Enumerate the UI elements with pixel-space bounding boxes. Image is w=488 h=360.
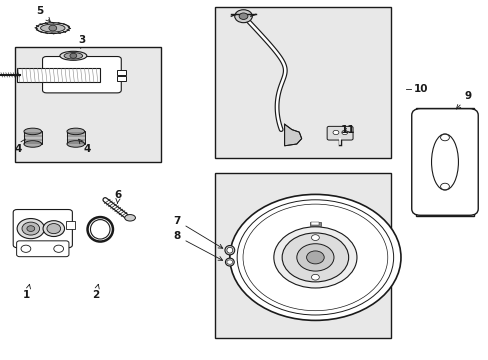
Ellipse shape [67,128,84,135]
FancyBboxPatch shape [17,241,69,257]
Bar [17,68,100,82]
Ellipse shape [224,246,234,255]
Circle shape [234,10,252,23]
Ellipse shape [430,134,458,190]
Circle shape [47,224,61,234]
Bar [24,131,41,144]
Text: 2: 2 [92,284,99,300]
Bar [215,7,390,158]
Circle shape [54,245,63,252]
Circle shape [27,226,35,231]
FancyBboxPatch shape [326,126,352,140]
Circle shape [332,130,338,135]
Circle shape [229,194,400,320]
Text: 4: 4 [79,139,91,154]
Bar [215,173,390,338]
Circle shape [49,25,57,31]
Circle shape [440,183,448,190]
Circle shape [22,222,40,235]
Ellipse shape [36,23,69,33]
Ellipse shape [67,141,84,147]
FancyBboxPatch shape [13,210,72,248]
Text: 5: 5 [37,6,50,22]
Circle shape [226,260,232,264]
Circle shape [306,251,324,264]
Circle shape [440,134,448,141]
Circle shape [311,274,319,280]
Text: 8: 8 [173,231,222,260]
Text: 1: 1 [23,284,30,300]
Ellipse shape [226,247,232,253]
Circle shape [17,219,44,239]
Text: 7: 7 [173,216,223,248]
Text: 3: 3 [79,35,85,49]
Bar [15,47,161,162]
Ellipse shape [41,24,65,32]
FancyBboxPatch shape [42,57,121,93]
Ellipse shape [60,51,87,60]
Circle shape [70,53,77,58]
Circle shape [273,227,356,288]
Text: 4: 4 [15,139,25,154]
Bar [311,222,319,225]
Bar [309,222,321,226]
Ellipse shape [24,128,41,135]
Polygon shape [284,124,301,146]
Text: 6: 6 [115,190,122,203]
Circle shape [43,221,64,237]
Text: 10: 10 [413,84,427,94]
Circle shape [239,13,247,19]
Circle shape [21,245,31,252]
Circle shape [296,244,333,271]
Text: 9: 9 [455,91,471,109]
Bar [67,131,84,144]
Ellipse shape [225,258,234,266]
Ellipse shape [124,215,135,221]
Bar [66,221,75,229]
Circle shape [282,233,348,282]
Ellipse shape [64,53,82,59]
Text: 11: 11 [340,125,355,135]
Bar [117,76,126,81]
Circle shape [311,235,319,240]
Circle shape [341,130,347,135]
Ellipse shape [90,220,110,239]
Ellipse shape [24,141,41,147]
Bar [117,70,126,75]
Bar [415,108,473,216]
FancyBboxPatch shape [411,109,477,215]
